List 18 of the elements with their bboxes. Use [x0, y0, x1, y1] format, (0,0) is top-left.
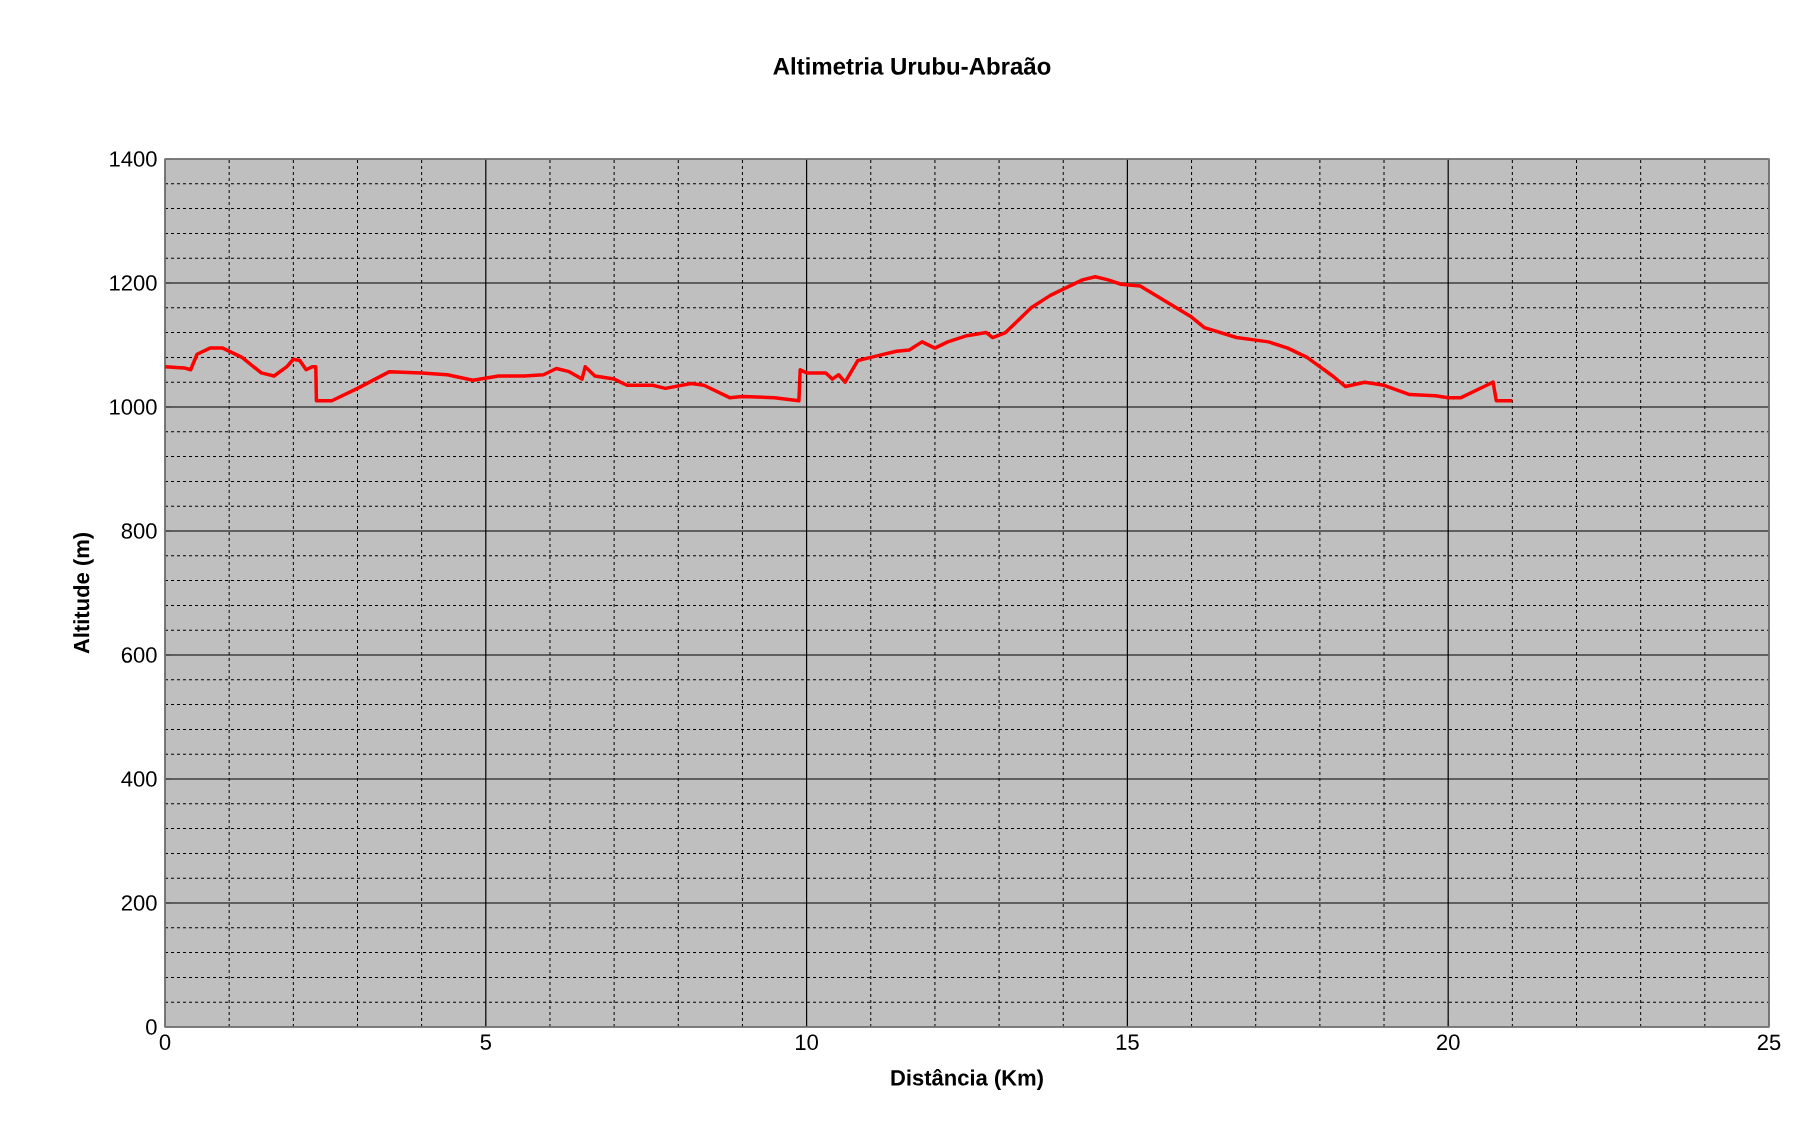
x-tick-label: 0	[159, 1034, 171, 1051]
x-tick-label: 25	[1757, 1034, 1781, 1051]
x-tick-label: 15	[1116, 1034, 1139, 1050]
y-tick-label: 600	[121, 647, 157, 663]
y-tick-label: 1200	[110, 275, 157, 291]
x-axis-title: Distância (Km)	[891, 1068, 1043, 1090]
line-series	[165, 275, 1515, 403]
x-tick-label: 10	[796, 1034, 818, 1051]
y-tick-label: 800	[121, 523, 157, 539]
y-tick-label: 200	[121, 895, 157, 911]
y-tick-label: 400	[121, 771, 157, 787]
y-tick-label: 1400	[110, 151, 157, 167]
chart-title: Altimetria Urubu-Abraão	[773, 57, 1051, 75]
x-tick-label: 20	[1437, 1034, 1460, 1051]
y-axis-title: Altitude (m)	[73, 533, 94, 654]
x-tick-label: 5	[480, 1034, 491, 1050]
y-tick-label: 1000	[110, 399, 157, 415]
y-tick-label: 0	[146, 1019, 157, 1035]
